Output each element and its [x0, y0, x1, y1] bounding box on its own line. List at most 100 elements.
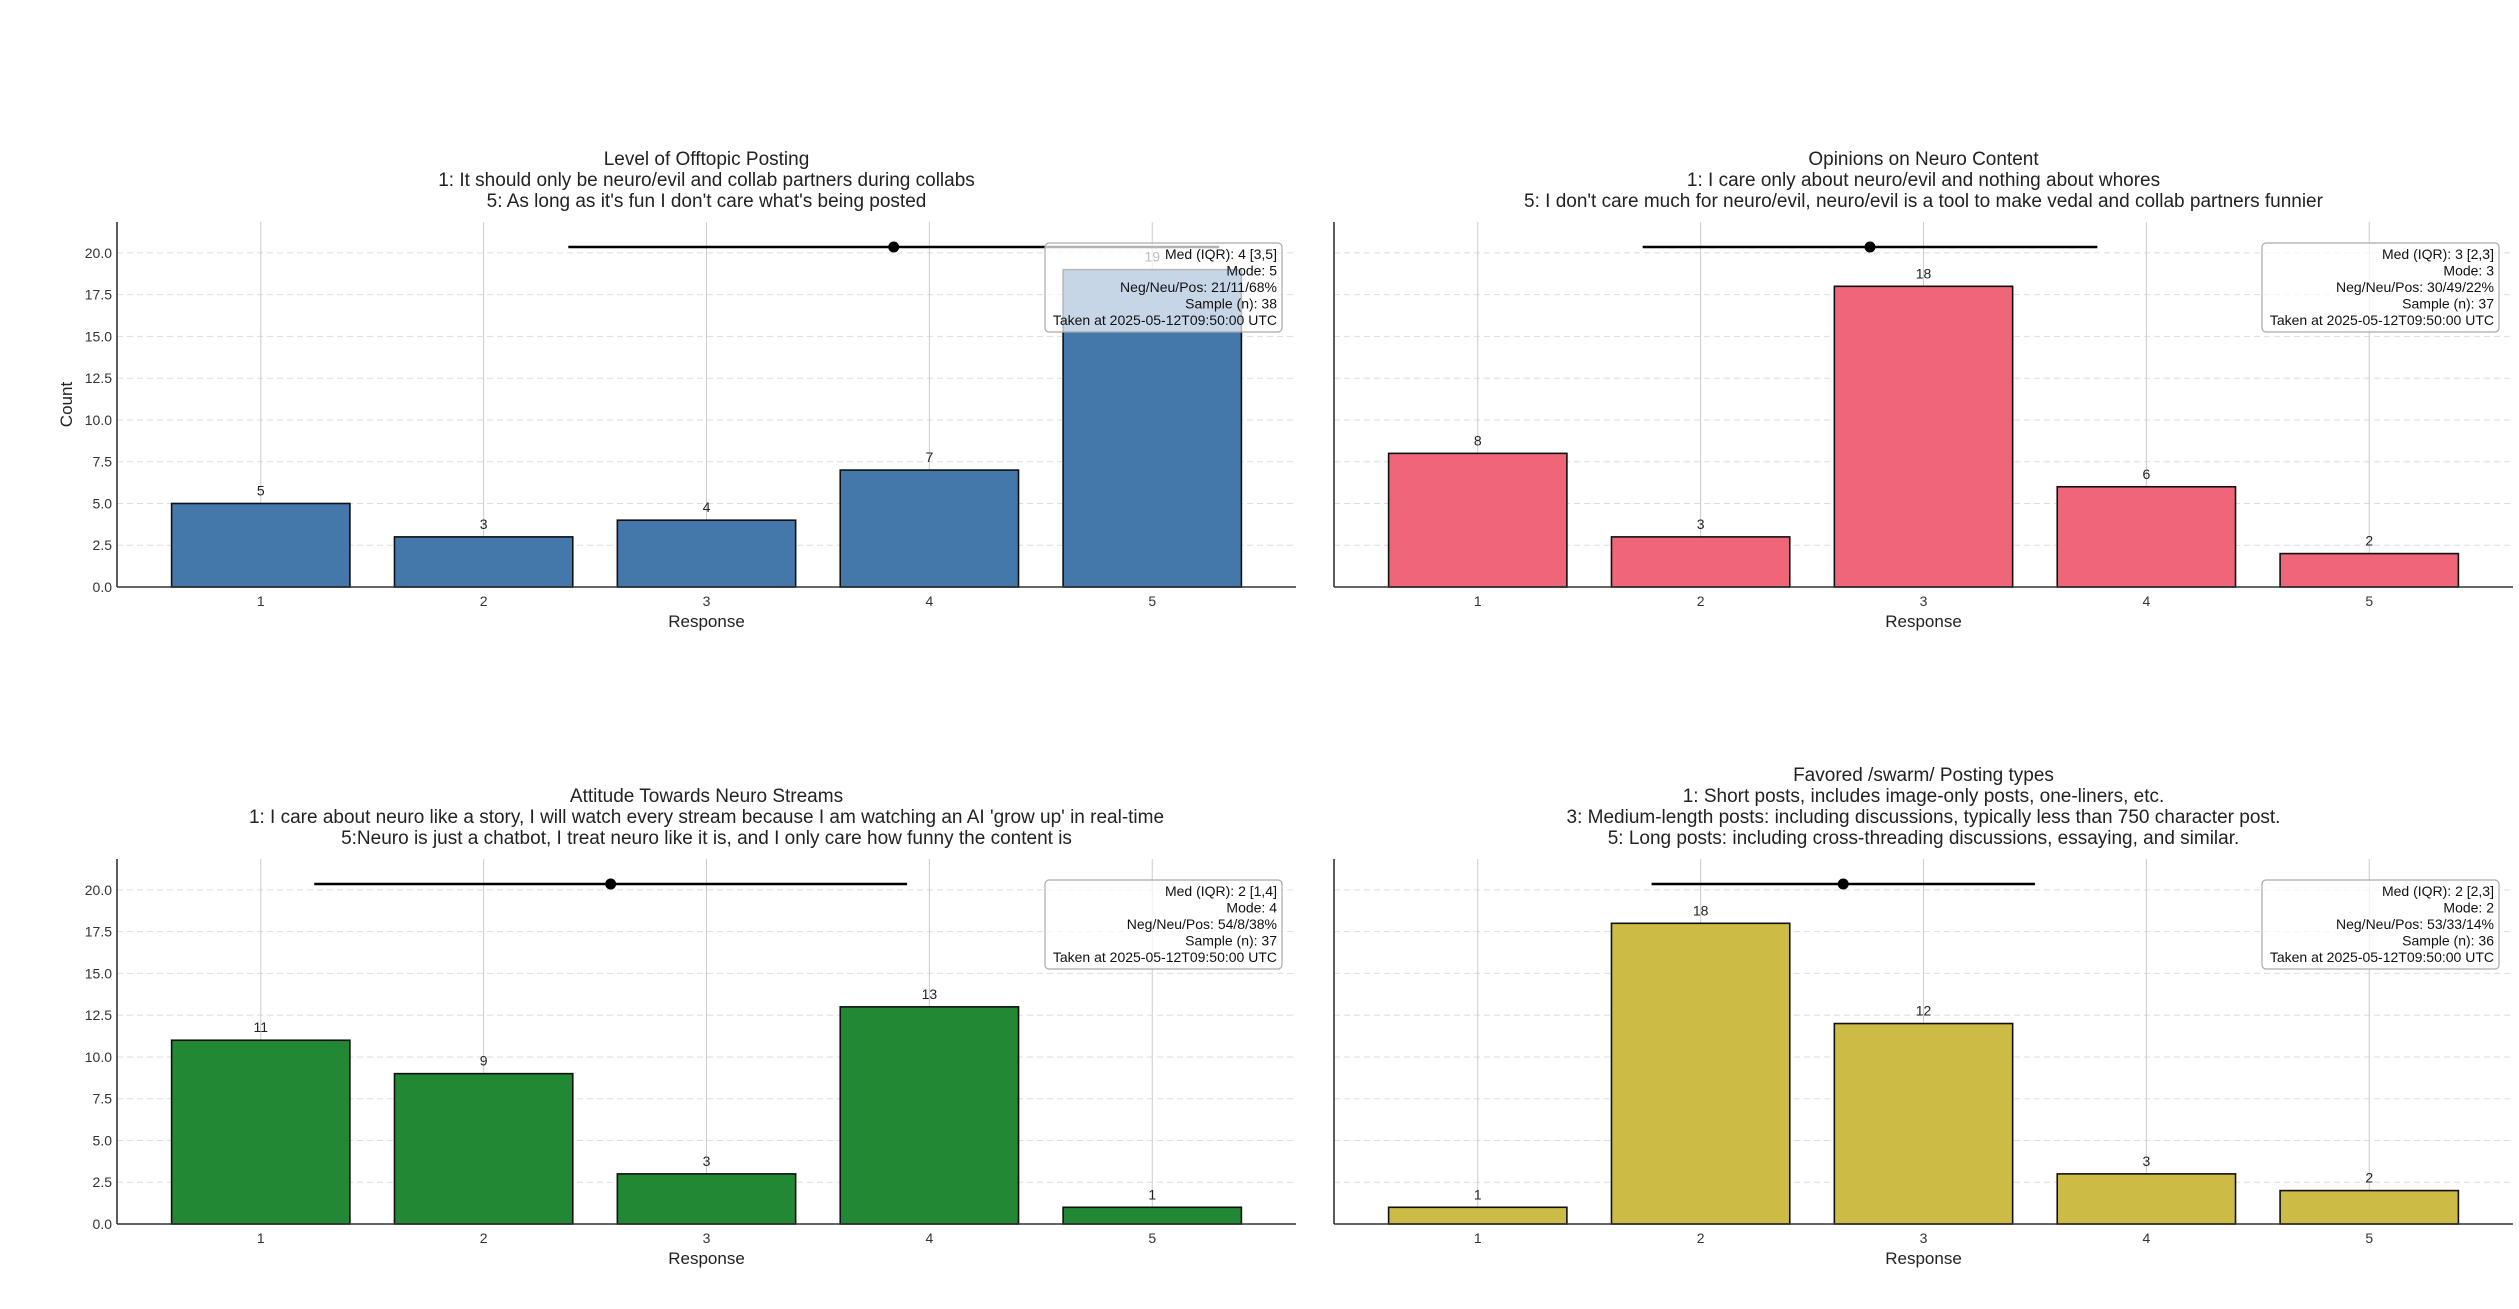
x-tick-label: 1 — [257, 1230, 265, 1246]
mean-marker — [1864, 241, 1876, 253]
stats-line: Med (IQR): 2 [2,3] — [2382, 883, 2494, 899]
chart-title: Favored /swarm/ Posting types — [1793, 765, 2054, 786]
x-axis-label: Response — [668, 1249, 745, 1268]
x-tick-label: 5 — [2365, 593, 2373, 609]
chart-subtitle-line: 1: Short posts, includes image-only post… — [1683, 786, 2165, 807]
chart-subtitle-line: 5: Long posts: including cross-threading… — [1608, 828, 2240, 849]
x-tick-label: 4 — [925, 593, 933, 609]
bar — [393, 536, 574, 588]
bar — [2279, 552, 2460, 588]
chart-subtitle-line: 1: I care only about neuro/evil and noth… — [1687, 170, 2160, 191]
chart-subtitle-line: 5:Neuro is just a chatbot, I treat neuro… — [341, 828, 1072, 849]
y-tick-label: 15.0 — [85, 328, 112, 344]
stats-line: Neg/Neu/Pos: 54/8/38% — [1127, 916, 1277, 932]
bar-value-label: 12 — [1916, 1003, 1932, 1019]
bar — [1387, 452, 1568, 588]
x-tick-label: 2 — [480, 593, 488, 609]
x-tick-label: 5 — [1148, 593, 1156, 609]
y-tick-label: 17.5 — [85, 287, 112, 303]
y-tick-label: 5.0 — [93, 495, 113, 511]
x-tick-label: 1 — [257, 593, 265, 609]
x-tick-label: 3 — [1920, 1230, 1928, 1246]
stats-line: Sample (n): 37 — [2402, 296, 2494, 312]
stats-line: Sample (n): 38 — [1185, 296, 1277, 312]
bar — [839, 469, 1020, 588]
bar-value-label: 3 — [1697, 516, 1705, 532]
x-tick-label: 3 — [1920, 593, 1928, 609]
chart-subtitle-line: 1: It should only be neuro/evil and coll… — [438, 170, 975, 191]
x-tick-label: 3 — [703, 1230, 711, 1246]
bar — [2056, 1173, 2237, 1225]
y-tick-label: 10.0 — [85, 412, 112, 428]
stats-line: Med (IQR): 3 [2,3] — [2382, 246, 2494, 262]
bar — [170, 1039, 351, 1225]
bar-value-label: 1 — [1148, 1186, 1156, 1202]
chart-subtitle-line: 1: I care about neuro like a story, I wi… — [249, 807, 1164, 828]
stats-line: Taken at 2025-05-12T09:50:00 UTC — [1053, 312, 1277, 328]
stats-line: Neg/Neu/Pos: 30/49/22% — [2336, 279, 2494, 295]
y-tick-label: 2.5 — [93, 1174, 113, 1190]
bar — [839, 1006, 1020, 1225]
chart-subtitle-line: 3: Medium-length posts: including discus… — [1567, 807, 2281, 828]
x-tick-label: 4 — [2142, 1230, 2150, 1246]
bar — [616, 1173, 797, 1225]
bar-value-label: 4 — [703, 499, 711, 515]
x-tick-label: 2 — [1697, 1230, 1705, 1246]
y-tick-label: 20.0 — [85, 882, 112, 898]
y-axis-label: Count — [57, 382, 76, 428]
stats-line: Mode: 4 — [1226, 900, 1277, 916]
chart-title: Level of Offtopic Posting — [604, 149, 810, 170]
x-tick-label: 4 — [925, 1230, 933, 1246]
bar-value-label: 8 — [1474, 432, 1482, 448]
x-axis-label: Response — [1885, 612, 1962, 631]
stats-box — [2261, 879, 2500, 970]
bar-value-label: 18 — [1916, 265, 1932, 281]
bar-value-label: 3 — [703, 1153, 711, 1169]
x-tick-label: 4 — [2142, 593, 2150, 609]
x-tick-label: 5 — [1148, 1230, 1156, 1246]
y-tick-label: 10.0 — [85, 1049, 112, 1065]
stats-line: Med (IQR): 2 [1,4] — [1165, 883, 1277, 899]
y-tick-label: 20.0 — [85, 245, 112, 261]
y-tick-label: 12.5 — [85, 370, 112, 386]
stats-line: Neg/Neu/Pos: 21/11/68% — [1120, 279, 1277, 295]
bar-value-label: 3 — [480, 516, 488, 532]
x-tick-label: 2 — [480, 1230, 488, 1246]
mean-marker — [888, 241, 900, 253]
x-tick-label: 1 — [1474, 593, 1482, 609]
x-tick-label: 2 — [1697, 593, 1705, 609]
stats-line: Mode: 3 — [2443, 263, 2494, 279]
bar — [1387, 1206, 1568, 1225]
stats-line: Taken at 2025-05-12T09:50:00 UTC — [2270, 949, 2494, 965]
stats-line: Sample (n): 37 — [1185, 933, 1277, 949]
bar-value-label: 7 — [925, 449, 933, 465]
bar-value-label: 6 — [2142, 466, 2150, 482]
stats-box — [1044, 879, 1283, 970]
y-tick-label: 2.5 — [93, 537, 113, 553]
chart-title: Opinions on Neuro Content — [1808, 149, 2039, 170]
x-axis-label: Response — [1885, 1249, 1962, 1268]
stats-line: Neg/Neu/Pos: 53/33/14% — [2336, 916, 2494, 932]
x-tick-label: 3 — [703, 593, 711, 609]
y-tick-label: 17.5 — [85, 924, 112, 940]
bar-value-label: 3 — [2142, 1153, 2150, 1169]
bar — [616, 519, 797, 588]
x-axis-label: Response — [668, 612, 745, 631]
bar-value-label: 2 — [2365, 533, 2373, 549]
chart-title: Attitude Towards Neuro Streams — [570, 786, 843, 807]
stats-line: Mode: 5 — [1226, 263, 1277, 279]
bar — [1610, 536, 1791, 588]
bar-value-label: 9 — [480, 1053, 488, 1069]
x-tick-label: 5 — [2365, 1230, 2373, 1246]
bar — [1062, 1206, 1243, 1225]
y-tick-label: 7.5 — [93, 454, 113, 470]
bar-value-label: 13 — [922, 986, 938, 1002]
bar-value-label: 1 — [1474, 1186, 1482, 1202]
mean-marker — [1837, 878, 1849, 890]
mean-marker — [605, 878, 617, 890]
bar — [1610, 922, 1791, 1225]
